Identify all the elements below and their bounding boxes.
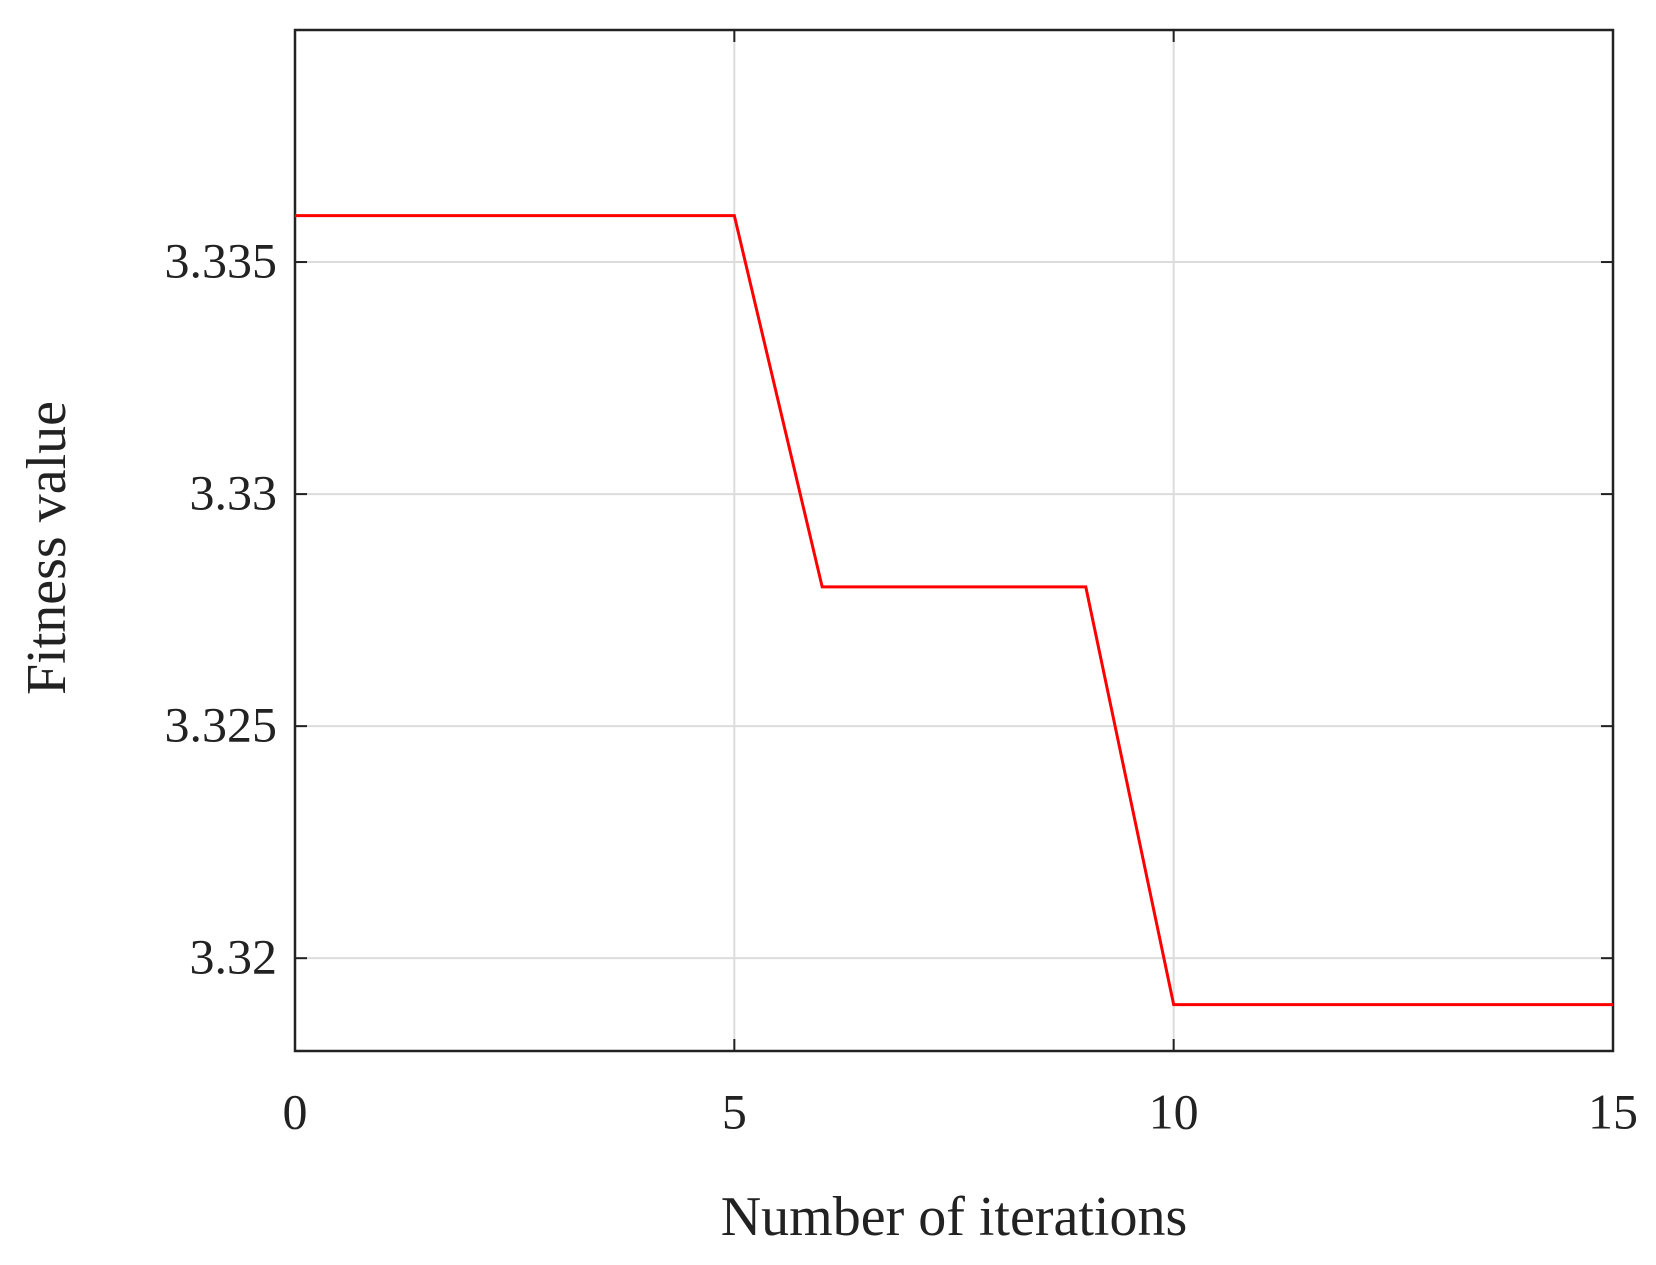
y-tick-label: 3.335 bbox=[165, 233, 278, 289]
y-axis-label: Fitness value bbox=[16, 401, 78, 695]
x-axis-label: Number of iterations bbox=[721, 1186, 1188, 1248]
plot-frame bbox=[293, 28, 1615, 1053]
x-tick-label: 5 bbox=[722, 1083, 747, 1139]
x-tick-label: 0 bbox=[283, 1083, 308, 1139]
y-tick-label: 3.33 bbox=[190, 465, 278, 521]
line-series bbox=[295, 214, 1613, 1007]
y-tick-label: 3.325 bbox=[165, 697, 278, 753]
y-tick-label: 3.32 bbox=[190, 929, 278, 985]
x-tick-label: 15 bbox=[1588, 1083, 1638, 1139]
x-tick-label: 10 bbox=[1149, 1083, 1199, 1139]
